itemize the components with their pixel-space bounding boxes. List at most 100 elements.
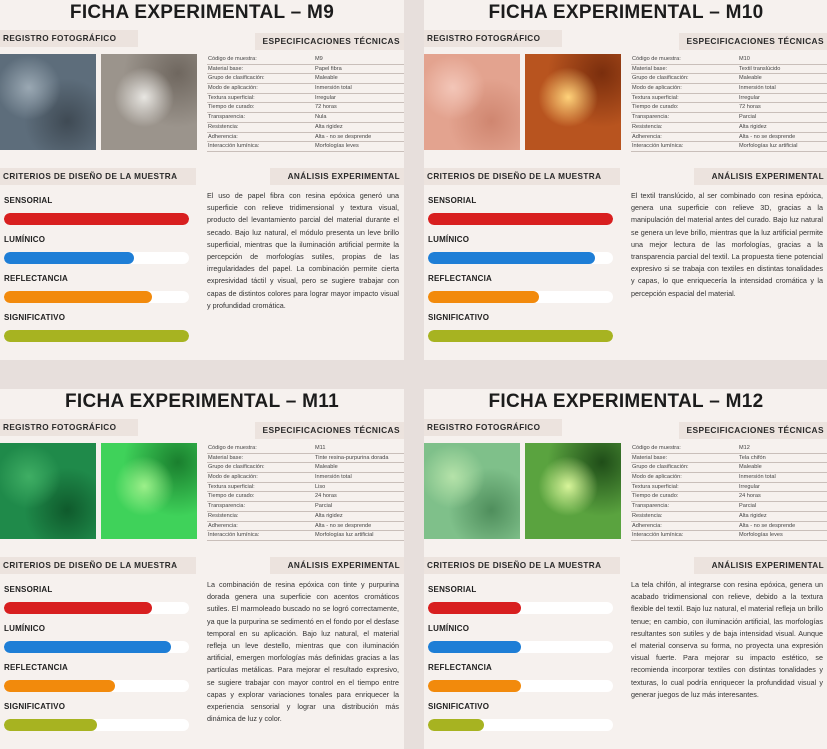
experimental-card: FICHA EXPERIMENTAL – M10 REGISTRO FOTOGR… bbox=[424, 0, 827, 360]
criterion-label: REFLECTANCIA bbox=[428, 663, 493, 672]
criterion-label: SENSORIAL bbox=[428, 585, 477, 594]
spec-value: Alta rigidez bbox=[739, 512, 767, 519]
analisis-label: ANÁLISIS EXPERIMENTAL bbox=[270, 557, 404, 574]
spec-row: Resistencia: Alta rigidez bbox=[631, 123, 827, 133]
spec-row: Adherencia: Alta - no se desprende bbox=[207, 522, 404, 532]
criterion-item: LUMÍNICO bbox=[428, 621, 614, 660]
spec-table: Código de muestra: M11 Material base: Tinte… bbox=[207, 444, 404, 541]
criterion-bar-track bbox=[428, 291, 613, 303]
experimental-card: FICHA EXPERIMENTAL – M9 REGISTRO FOTOGRÁ… bbox=[0, 0, 404, 360]
spec-row: Material base: Papel fibra bbox=[207, 65, 404, 75]
registro-fotografico-label: REGISTRO FOTOGRÁFICO bbox=[0, 419, 138, 436]
criterion-label: SENSORIAL bbox=[4, 585, 53, 594]
spec-key: Transparencia: bbox=[632, 503, 670, 510]
criterion-bar-fill bbox=[428, 641, 521, 653]
spec-value: Alta - no se desprende bbox=[315, 522, 372, 529]
criterion-bar-fill bbox=[428, 252, 595, 264]
criteria-bars: SENSORIAL LUMÍNICO REFLECTANCIA SIGNIFICATI… bbox=[428, 582, 614, 738]
spec-row: Material base: Textil translúcido bbox=[631, 65, 827, 75]
spec-key: Adherencia: bbox=[632, 522, 662, 529]
spec-value: M12 bbox=[739, 445, 750, 451]
card-title: FICHA EXPERIMENTAL – M12 bbox=[488, 391, 764, 412]
spec-value: Morfologías luz artificial bbox=[315, 532, 374, 539]
criterion-bar-track bbox=[4, 291, 189, 303]
criterion-bar-track bbox=[4, 680, 189, 692]
spec-row: Tiempo de curado: 72 horas bbox=[631, 103, 827, 114]
criterion-label: LUMÍNICO bbox=[428, 235, 470, 244]
criterion-label: REFLECTANCIA bbox=[4, 663, 69, 672]
spec-key: Código de muestra: bbox=[208, 56, 257, 62]
spec-row: Código de muestra: M10 bbox=[631, 55, 827, 65]
spec-row: Interacción lumínica: Morfologías luz art… bbox=[631, 142, 827, 152]
spec-row: Modo de aplicación: Inmersión total bbox=[207, 473, 404, 483]
spec-row: Transparencia: Nula bbox=[207, 113, 404, 123]
criterion-bar-fill bbox=[4, 330, 189, 342]
spec-row: Grupo de clasificación: Maleable bbox=[631, 463, 827, 474]
criterion-bar-fill bbox=[4, 291, 152, 303]
criterion-label: LUMÍNICO bbox=[4, 624, 46, 633]
spec-key: Grupo de clasificación: bbox=[632, 464, 689, 471]
spec-value: Alta - no se desprende bbox=[739, 522, 796, 529]
criterion-label: SENSORIAL bbox=[428, 196, 477, 205]
criterion-bar-fill bbox=[428, 680, 521, 692]
spec-row: Tiempo de curado: 72 horas bbox=[207, 103, 404, 114]
spec-key: Adherencia: bbox=[208, 133, 238, 140]
criterios-label: CRITERIOS DE DISEÑO DE LA MUESTRA bbox=[0, 557, 196, 574]
spec-key: Material base: bbox=[632, 454, 668, 461]
spec-value: Alta - no se desprende bbox=[739, 133, 796, 140]
sample-photo-natural-light bbox=[424, 54, 520, 150]
criterion-bar-fill bbox=[428, 330, 613, 342]
spec-key: Interacción lumínica: bbox=[632, 532, 684, 539]
spec-value: Irregular bbox=[739, 94, 760, 101]
spec-key: Modo de aplicación: bbox=[632, 474, 682, 481]
card-title: FICHA EXPERIMENTAL – M10 bbox=[488, 2, 764, 23]
spec-value: M11 bbox=[315, 445, 326, 451]
spec-value: Parcial bbox=[315, 503, 333, 510]
sample-photo-natural-light bbox=[424, 443, 520, 539]
spec-table: Código de muestra: M10 Material base: Texti… bbox=[631, 55, 827, 152]
criterion-bar-track bbox=[4, 602, 189, 614]
spec-row: Adherencia: Alta - no se desprende bbox=[631, 522, 827, 532]
spec-value: 72 horas bbox=[315, 104, 337, 111]
experimental-card: FICHA EXPERIMENTAL – M12 REGISTRO FOTOGR… bbox=[424, 389, 827, 749]
spec-key: Modo de aplicación: bbox=[208, 474, 258, 481]
criterion-bar-fill bbox=[4, 680, 115, 692]
spec-row: Tiempo de curado: 24 horas bbox=[631, 492, 827, 503]
spec-row: Interacción lumínica: Morfologías leves bbox=[631, 531, 827, 541]
criterion-item: SENSORIAL bbox=[428, 582, 614, 621]
criterion-item: SIGNIFICATIVO bbox=[4, 699, 190, 738]
spec-value: Inmersión total bbox=[739, 474, 776, 481]
analysis-text: La tela chifón, al integrarse con resina… bbox=[631, 580, 823, 699]
spec-key: Tiempo de curado: bbox=[632, 104, 679, 111]
criterion-label: REFLECTANCIA bbox=[4, 274, 69, 283]
spec-value: Irregular bbox=[315, 94, 336, 101]
spec-key: Código de muestra: bbox=[208, 445, 257, 451]
spec-value: Irregular bbox=[739, 483, 760, 490]
criterion-item: REFLECTANCIA bbox=[4, 271, 190, 310]
criterion-bar-fill bbox=[4, 641, 171, 653]
criterion-bar-track bbox=[4, 330, 189, 342]
criterion-item: LUMÍNICO bbox=[428, 232, 614, 271]
especificaciones-label: ESPECIFICACIONES TÉCNICAS bbox=[679, 33, 827, 50]
spec-key: Adherencia: bbox=[208, 522, 238, 529]
spec-key: Modo de aplicación: bbox=[632, 85, 682, 92]
analisis-label: ANÁLISIS EXPERIMENTAL bbox=[694, 168, 827, 185]
sample-photo-artificial-light bbox=[101, 54, 197, 150]
analysis-text: La combinación de resina epóxica con tin… bbox=[207, 580, 399, 724]
spec-row: Interacción lumínica: Morfologías luz art… bbox=[207, 531, 404, 541]
spec-row: Código de muestra: M11 bbox=[207, 444, 404, 454]
spec-key: Material base: bbox=[632, 65, 668, 72]
spec-value: Textil translúcido bbox=[739, 65, 781, 72]
spec-key: Resistencia: bbox=[208, 123, 239, 130]
spec-table: Código de muestra: M9 Material base: Papel … bbox=[207, 55, 404, 152]
criterios-label: CRITERIOS DE DISEÑO DE LA MUESTRA bbox=[424, 557, 620, 574]
spec-key: Código de muestra: bbox=[632, 445, 681, 451]
criterion-item: SIGNIFICATIVO bbox=[428, 699, 614, 738]
sample-photo-artificial-light bbox=[525, 443, 621, 539]
experimental-card: FICHA EXPERIMENTAL – M11 REGISTRO FOTOGR… bbox=[0, 389, 404, 749]
spec-row: Transparencia: Parcial bbox=[207, 502, 404, 512]
spec-value: Parcial bbox=[739, 503, 757, 510]
criterion-bar-fill bbox=[428, 719, 484, 731]
spec-key: Material base: bbox=[208, 65, 244, 72]
criteria-bars: SENSORIAL LUMÍNICO REFLECTANCIA SIGNIFICATI… bbox=[4, 193, 190, 349]
